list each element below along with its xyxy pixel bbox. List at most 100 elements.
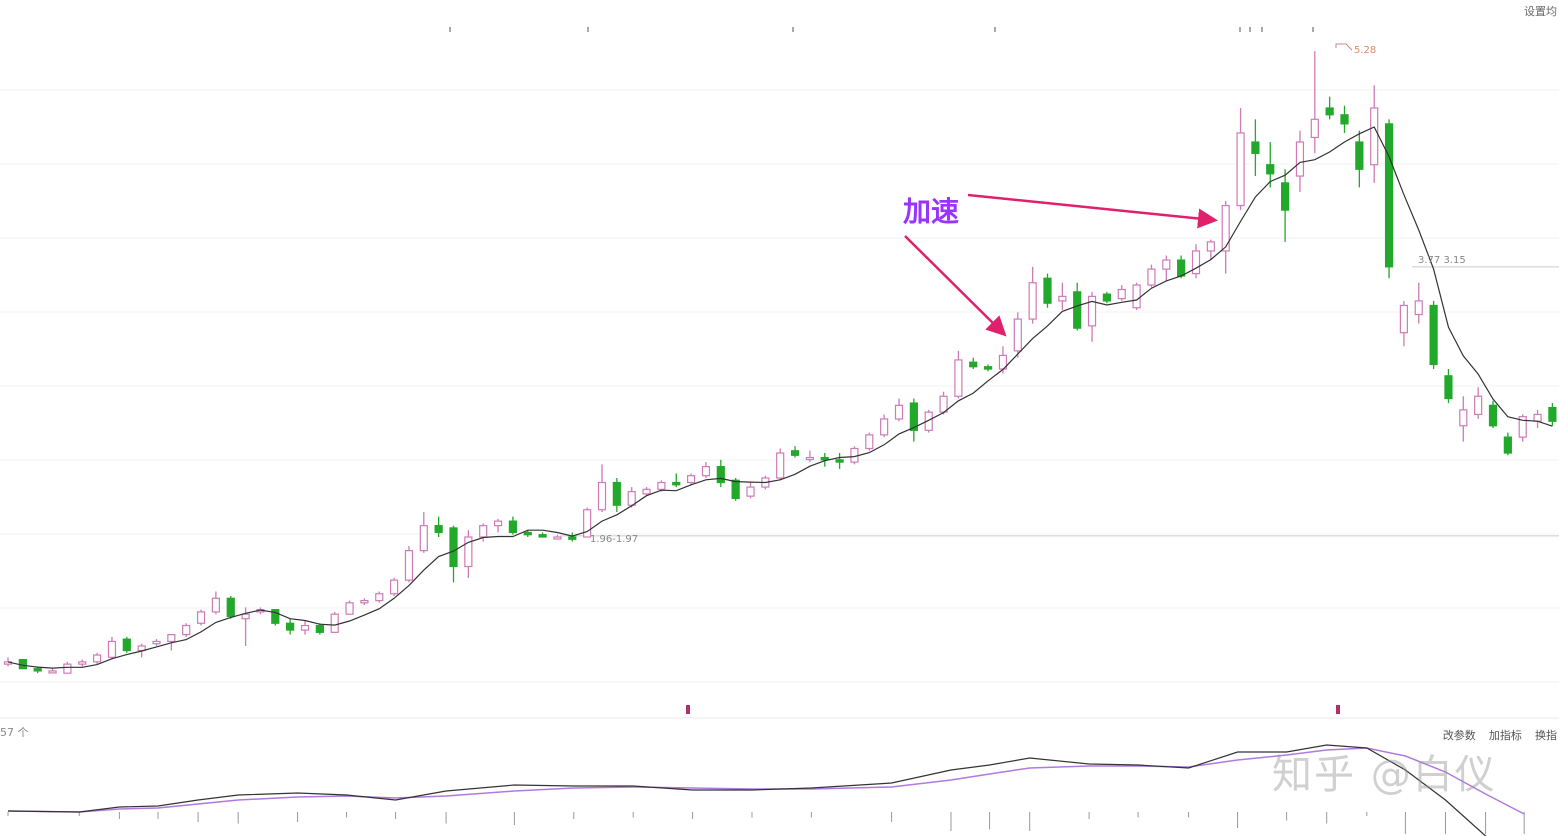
candle-body [1162, 259, 1171, 270]
candle-down [1251, 119, 1260, 177]
candle-body [1102, 293, 1112, 302]
candle-up [865, 432, 874, 451]
candle-body [909, 402, 918, 431]
candle-up [78, 659, 87, 667]
candle-down [1340, 105, 1349, 133]
candle-up [1162, 255, 1171, 281]
candle-up [360, 598, 369, 606]
candle-body [1117, 288, 1126, 300]
candle-body [345, 602, 354, 615]
add-indicator-button[interactable]: 加指标 [1488, 729, 1522, 742]
candle-body [597, 481, 607, 511]
edit-params-button[interactable]: 改参数 [1442, 729, 1476, 742]
candle-body [880, 418, 889, 436]
candle-down [508, 516, 517, 535]
candle-down [1548, 403, 1557, 426]
candle-body [286, 622, 295, 631]
candle-body [583, 509, 592, 538]
top-event-marker [1312, 27, 1314, 32]
candle-body [122, 638, 131, 652]
candle-body [1073, 291, 1082, 329]
signal-marker [686, 705, 690, 714]
switch-indicator-button[interactable]: 换指 [1535, 729, 1557, 742]
top-event-marker [1261, 27, 1263, 32]
candle-up [776, 448, 785, 481]
candle-up [375, 591, 384, 603]
candle-down [226, 596, 235, 619]
resistance-label: 3.77 3.15 [1418, 255, 1466, 266]
support-range-label: 1.96-1.97 [590, 534, 639, 545]
candle-body [434, 525, 443, 534]
candle-body [1533, 413, 1542, 422]
candle-up [1533, 409, 1542, 429]
candle-body [820, 456, 829, 461]
candle-body [1251, 141, 1260, 154]
candle-body [1518, 416, 1527, 438]
candle-up [196, 609, 206, 626]
candle-up [850, 446, 859, 465]
candle-up [1028, 266, 1037, 324]
candle-up [1370, 85, 1379, 183]
candle-body [1236, 132, 1245, 207]
candle-down [1429, 300, 1438, 370]
top-event-marker [587, 27, 589, 32]
candle-body [1384, 123, 1394, 268]
candle-down [449, 525, 458, 583]
candle-body [1013, 318, 1022, 352]
candle-body [939, 395, 948, 413]
candle-body [983, 366, 993, 370]
candle-body [211, 597, 220, 613]
candle-body [716, 466, 725, 484]
candle-body [33, 668, 42, 672]
candle-up [1206, 239, 1215, 261]
candle-body [404, 550, 414, 581]
candle-up [1147, 264, 1156, 288]
reference-lines [560, 266, 1559, 537]
peak-price-pointer [1335, 43, 1353, 51]
candle-down [1503, 432, 1512, 456]
dif-line [7, 744, 1487, 836]
candle-body [464, 536, 473, 568]
candle-up [464, 530, 473, 578]
candle-body [627, 491, 636, 506]
watermark: 知乎 @白仪 [1272, 752, 1497, 798]
candle-body [686, 475, 696, 484]
indicator-count-label: 57 个 [0, 726, 29, 739]
candle-body [167, 634, 176, 643]
candle-body [152, 640, 161, 645]
candle-body [1177, 259, 1186, 277]
candle-up [48, 668, 57, 674]
candle-body [1340, 114, 1349, 125]
candle-body [776, 452, 785, 479]
candle-body [1429, 304, 1438, 366]
candle-body [657, 481, 666, 490]
top-event-marker [792, 27, 794, 32]
candle-body [954, 359, 963, 397]
candle-up [746, 482, 755, 499]
candle-up [1295, 130, 1305, 192]
candles [3, 51, 1557, 674]
candle-up [597, 464, 607, 513]
accelerate-annotation: 加速 [903, 195, 960, 228]
candle-down [909, 398, 918, 442]
candle-body [241, 613, 250, 620]
candle-body [1474, 395, 1483, 416]
candle-body [1399, 304, 1409, 334]
candle-body [731, 479, 740, 500]
candle-body [360, 599, 369, 604]
candle-down [1355, 130, 1364, 188]
candle-down [434, 516, 443, 537]
top-right-label[interactable]: 设置均 [1524, 5, 1557, 18]
dea-line [7, 747, 1525, 815]
candle-body [1370, 107, 1379, 166]
candle-body [790, 450, 800, 456]
candle-down [315, 623, 324, 635]
signal-marker [1336, 705, 1340, 714]
candle-up [954, 350, 963, 399]
candle-body [1280, 182, 1290, 211]
candle-up [300, 620, 310, 635]
candle-up [1132, 282, 1141, 310]
candle-down [538, 532, 547, 538]
candle-down [820, 453, 829, 467]
